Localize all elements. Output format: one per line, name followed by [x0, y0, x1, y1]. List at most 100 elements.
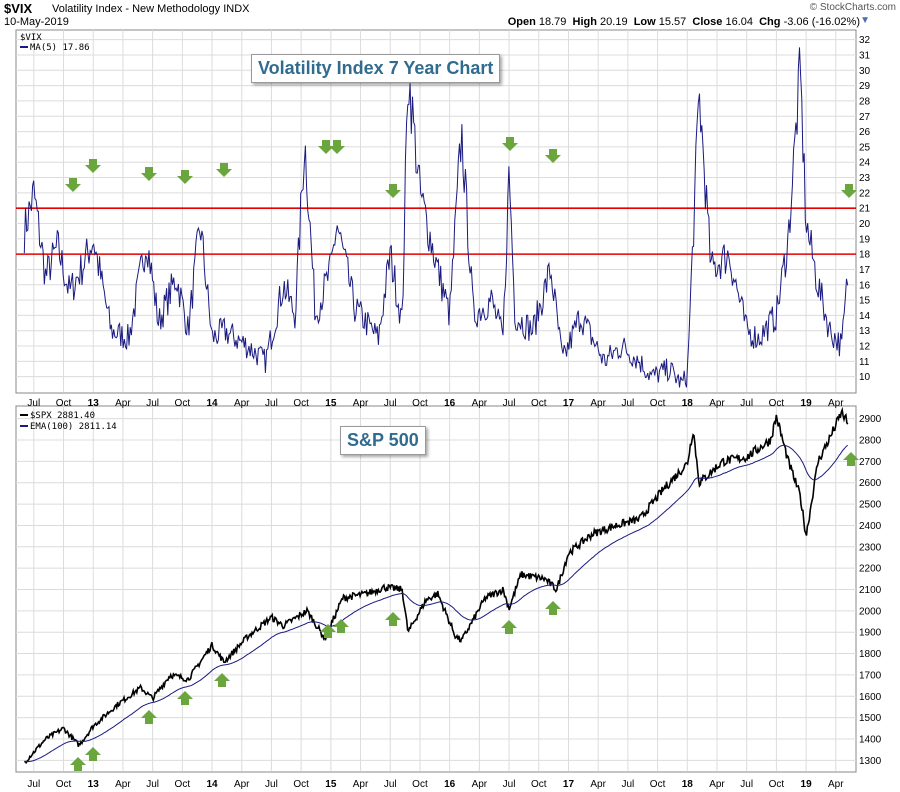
vix-x-tick-label: Oct: [531, 398, 547, 409]
vix-x-tick-label: Jul: [265, 398, 278, 409]
green-up-arrow-icon: [85, 747, 101, 761]
spx-y-tick-label: 2800: [859, 436, 882, 447]
vix-x-tick-label: 14: [206, 398, 218, 409]
vix-series-line: [23, 47, 849, 388]
spx-ema-line: [24, 444, 849, 763]
green-up-arrow-icon: [545, 601, 561, 615]
vix-x-tick-label: Jul: [27, 398, 40, 409]
spx-y-tick-label: 2100: [859, 585, 882, 596]
spx-x-tick-label: Apr: [234, 779, 250, 790]
green-up-arrow-icon: [385, 612, 401, 626]
vix-x-tick-label: 16: [444, 398, 456, 409]
spx-x-tick-label: Jul: [503, 779, 516, 790]
vix-x-tick-label: Apr: [234, 398, 250, 409]
vix-x-tick-label: Oct: [175, 398, 191, 409]
spx-x-tick-label: 15: [325, 779, 337, 790]
spx-y-tick-label: 2300: [859, 542, 882, 553]
vix-x-tick-label: Jul: [621, 398, 634, 409]
vix-x-tick-label: 15: [325, 398, 337, 409]
spx-legend-ema: EMA(100) 2811.14: [30, 422, 117, 432]
brand-label: © StockCharts.com: [809, 2, 896, 13]
green-down-arrow-icon: [216, 163, 232, 177]
vix-x-tick-label: 18: [682, 398, 694, 409]
spx-x-tick-label: Jul: [27, 779, 40, 790]
spx-chart-title: S&P 500: [340, 426, 426, 455]
vix-x-tick-label: Jul: [384, 398, 397, 409]
vix-y-tick-label: 18: [859, 250, 871, 261]
green-down-arrow-icon: [318, 140, 334, 154]
spx-series-line: [24, 406, 849, 765]
vix-y-tick-label: 10: [859, 372, 871, 383]
vix-y-tick-label: 16: [859, 280, 871, 291]
green-up-arrow-icon: [320, 624, 336, 638]
spx-x-tick-label: 19: [801, 779, 813, 790]
vix-y-tick-label: 24: [859, 158, 871, 169]
vix-y-tick-label: 12: [859, 342, 871, 353]
vix-y-tick-label: 19: [859, 234, 871, 245]
green-down-arrow-icon: [65, 178, 81, 192]
vix-y-tick-label: 30: [859, 66, 871, 77]
ohlc-readout: Open 18.79 High 20.19 Low 15.57 Close 16…: [507, 16, 860, 28]
green-down-arrow-icon: [329, 140, 345, 154]
symbol-label: $VIX: [4, 1, 33, 16]
spx-x-tick-label: Jul: [740, 779, 753, 790]
vix-x-tick-label: Apr: [472, 398, 488, 409]
spx-x-tick-label: Jul: [621, 779, 634, 790]
vix-x-tick-label: 13: [88, 398, 100, 409]
vix-legend-ma: MA(5) 17.86: [30, 43, 90, 53]
vix-x-tick-label: Jul: [740, 398, 753, 409]
chevron-down-icon[interactable]: ▼: [860, 15, 870, 26]
vix-y-tick-label: 26: [859, 127, 871, 138]
spx-x-tick-label: Oct: [769, 779, 785, 790]
vix-y-tick-label: 28: [859, 96, 871, 107]
green-up-arrow-icon: [70, 757, 86, 771]
spx-y-tick-label: 2400: [859, 521, 882, 532]
vix-chart-title: Volatility Index 7 Year Chart: [251, 54, 501, 83]
vix-x-tick-label: Apr: [353, 398, 369, 409]
spx-y-tick-label: 1900: [859, 628, 882, 639]
spx-y-tick-label: 1600: [859, 692, 882, 703]
spx-x-tick-label: 17: [563, 779, 575, 790]
vix-y-tick-label: 17: [859, 265, 871, 276]
vix-x-tick-label: Apr: [115, 398, 131, 409]
green-down-arrow-icon: [177, 170, 193, 184]
vix-x-tick-label: Apr: [828, 398, 844, 409]
green-up-arrow-icon: [214, 673, 230, 687]
spx-y-tick-label: 1500: [859, 713, 882, 724]
spx-y-tick-label: 1300: [859, 756, 882, 767]
vix-x-tick-label: Oct: [56, 398, 72, 409]
green-down-arrow-icon: [841, 184, 857, 198]
vix-y-tick-label: 32: [859, 35, 871, 46]
green-up-arrow-icon: [177, 691, 193, 705]
vix-x-tick-label: Jul: [146, 398, 159, 409]
spx-x-tick-label: Jul: [265, 779, 278, 790]
spx-x-tick-label: Oct: [293, 779, 309, 790]
spx-x-tick-label: 13: [88, 779, 100, 790]
vix-x-tick-label: Oct: [412, 398, 428, 409]
vix-y-tick-label: 25: [859, 142, 871, 153]
vix-x-tick-label: 17: [563, 398, 575, 409]
green-down-arrow-icon: [545, 149, 561, 163]
vix-y-tick-label: 20: [859, 219, 871, 230]
vix-x-tick-label: Jul: [503, 398, 516, 409]
chart-date: 10-May-2019: [4, 16, 69, 28]
spx-x-tick-label: Jul: [384, 779, 397, 790]
spx-x-tick-label: Apr: [472, 779, 488, 790]
spx-x-tick-label: Oct: [650, 779, 666, 790]
vix-x-tick-label: Apr: [590, 398, 606, 409]
vix-panel: [15, 29, 857, 394]
green-up-arrow-icon: [501, 620, 517, 634]
spx-x-tick-label: Apr: [828, 779, 844, 790]
green-down-arrow-icon: [502, 137, 518, 151]
spx-y-tick-label: 1400: [859, 734, 882, 745]
spx-y-tick-label: 2700: [859, 457, 882, 468]
green-down-arrow-icon: [141, 167, 157, 181]
spx-legend-symbol: $SPX 2881.40: [30, 411, 95, 421]
green-down-arrow-icon: [385, 184, 401, 198]
vix-y-tick-label: 22: [859, 188, 871, 199]
spx-y-tick-label: 2200: [859, 564, 882, 575]
spx-x-tick-label: Oct: [531, 779, 547, 790]
green-up-arrow-icon: [843, 452, 859, 466]
vix-x-tick-label: Oct: [650, 398, 666, 409]
